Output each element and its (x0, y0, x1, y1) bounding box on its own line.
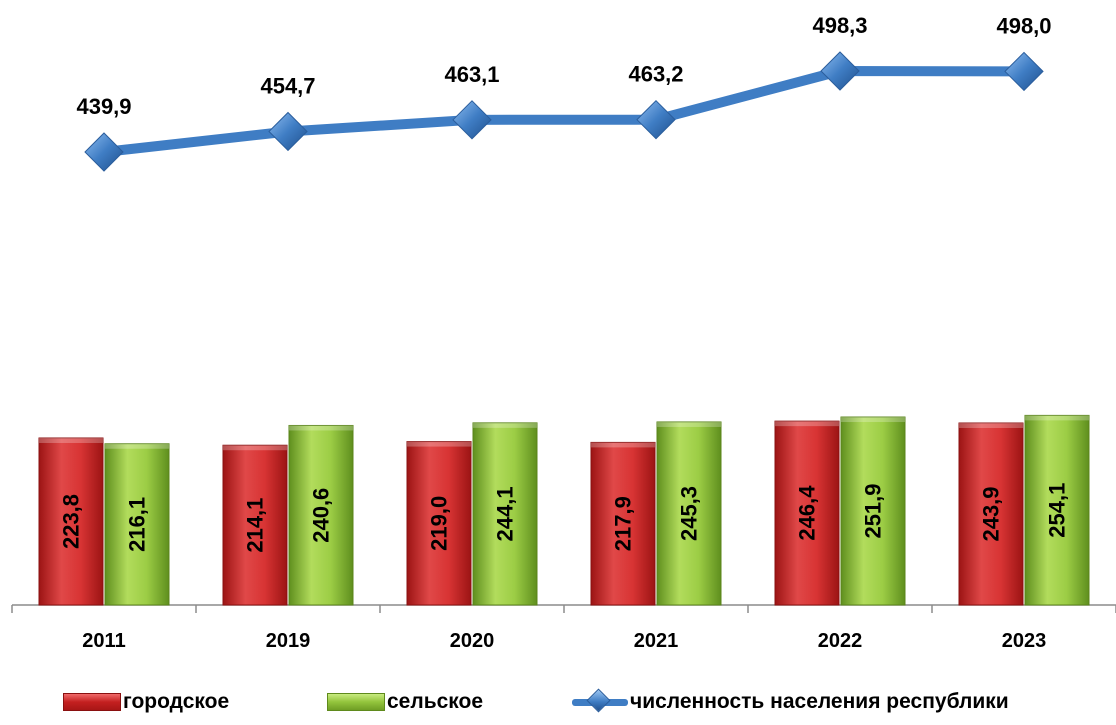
legend-label-total: численность населения республики (630, 690, 1009, 713)
bar-urban-value-label: 243,9 (979, 486, 1004, 541)
bar-urban-value-label: 214,1 (243, 498, 268, 553)
bar-urban-highlight (959, 423, 1023, 429)
bar-rural (104, 443, 170, 606)
line-value-label: 498,0 (996, 13, 1051, 38)
bar-series: 223,8 216,1 214,1 240,6 219,0 244,1 217,9 245,3… (38, 414, 1090, 606)
diamond-marker-icon (1004, 51, 1044, 92)
diamond-marker-icon (586, 688, 611, 713)
line-value-label: 454,7 (260, 73, 315, 98)
diamond-marker-icon (452, 100, 492, 140)
diamond-marker-icon (636, 99, 676, 140)
legend: городское сельское численность населения… (0, 688, 1116, 724)
bar-rural (472, 422, 538, 606)
bar-rural-highlight (841, 417, 905, 423)
x-tick-label: 2021 (634, 630, 679, 652)
bar-urban (958, 422, 1024, 606)
bar-urban (406, 441, 472, 606)
x-tick-label: 2020 (450, 630, 495, 652)
bar-urban (38, 437, 104, 606)
bar-urban (774, 420, 840, 606)
bar-rural-value-label: 216,1 (125, 497, 150, 552)
bar-rural-value-label: 254,1 (1045, 483, 1070, 538)
bar-urban-value-label: 223,8 (59, 494, 84, 549)
legend-label-rural: сельское (387, 690, 484, 713)
x-axis: 2011 2019 2020 2021 2022 2023 (11, 604, 1116, 652)
line-value-label: 498,3 (812, 13, 867, 38)
total-population-line (99, 66, 1029, 157)
bar-urban-highlight (407, 441, 471, 447)
diamond-marker-icon (84, 132, 124, 172)
x-tick-label: 2023 (1002, 630, 1047, 652)
bar-rural (288, 424, 354, 606)
bar-urban (222, 444, 288, 606)
line-value-label: 463,1 (444, 62, 499, 87)
legend-label-urban: городское (123, 690, 230, 713)
bar-rural-highlight (473, 422, 537, 428)
x-tick-label: 2011 (82, 630, 125, 652)
line-value-label: 439,9 (76, 94, 131, 119)
bar-urban-highlight (223, 445, 287, 451)
legend-item-urban: городское (63, 690, 229, 714)
bar-rural (840, 416, 906, 606)
bar-rural-value-label: 251,9 (861, 483, 886, 538)
bar-urban (590, 441, 656, 606)
bar-rural-value-label: 240,6 (309, 488, 334, 543)
bar-urban-highlight (775, 421, 839, 427)
x-tick-label: 2022 (818, 630, 863, 652)
bar-rural-highlight (657, 421, 721, 427)
diamond-marker-icon (820, 51, 860, 91)
bar-urban-value-label: 246,4 (795, 485, 820, 541)
bar-urban-value-label: 217,9 (611, 496, 636, 551)
legend-swatch-rural (327, 693, 385, 711)
legend-line-total (572, 688, 628, 714)
bar-rural-value-label: 245,3 (677, 486, 702, 541)
diamond-marker-icon (268, 111, 308, 152)
bar-urban-highlight (39, 438, 103, 443)
bar-rural (656, 421, 722, 606)
bar-rural-value-label: 244,1 (493, 486, 518, 541)
legend-item-rural: сельское (327, 690, 483, 714)
bar-rural-highlight (105, 443, 169, 449)
bar-rural-highlight (289, 425, 353, 431)
line-series: 439,9 454,7 463,1 463,2 498,3 498,0 (76, 13, 1052, 172)
bar-rural (1024, 414, 1090, 606)
legend-swatch-urban (63, 693, 121, 711)
legend-item-total: численность населения республики (572, 688, 1009, 714)
line-value-label: 463,2 (628, 62, 683, 87)
bar-urban-highlight (591, 442, 655, 448)
bar-rural-highlight (1025, 415, 1089, 421)
bar-urban-value-label: 219,0 (427, 496, 452, 551)
x-tick-label: 2019 (266, 630, 311, 652)
